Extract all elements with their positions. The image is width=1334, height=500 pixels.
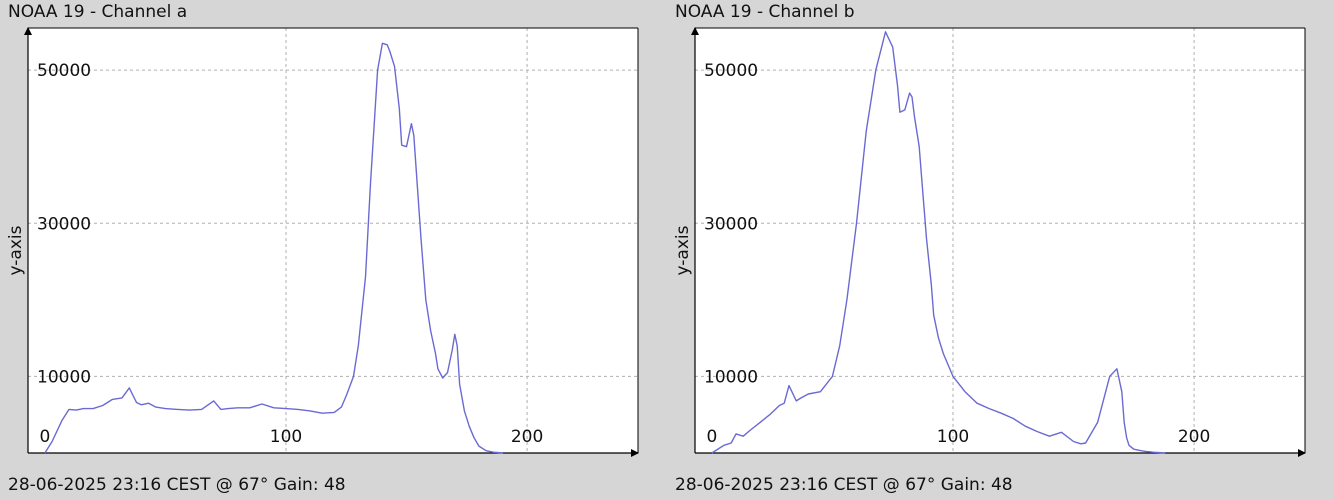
y-axis-arrow <box>691 27 699 35</box>
chart-title: NOAA 19 - Channel a <box>8 2 188 22</box>
plot-area <box>695 28 1305 453</box>
x-tick-label: 200 <box>511 427 543 447</box>
chart-panel-a: NOAA 19 - Channel a 0 100 200 10000 30000 500… <box>6 2 639 495</box>
y-tick-label: 30000 <box>37 214 91 234</box>
y-axis-title: y-axis <box>673 225 693 275</box>
series-line <box>44 42 504 454</box>
y-axis-arrow <box>24 27 32 35</box>
x-tick-label: 0 <box>706 427 717 447</box>
x-tick-label: 100 <box>937 427 969 447</box>
y-tick-label: 50000 <box>37 61 91 81</box>
chart-title: NOAA 19 - Channel b <box>675 2 855 22</box>
x-tick-label: 200 <box>1178 427 1210 447</box>
x-axis-arrow <box>1298 449 1306 457</box>
chart-panel-b: NOAA 19 - Channel b 0 100 200 10000 30000 500… <box>667 0 1334 500</box>
y-tick-label: 10000 <box>37 367 91 387</box>
line-chart-a: 0 100 200 10000 30000 50000 y-axis <box>6 27 639 457</box>
y-tick-label: 10000 <box>704 367 758 387</box>
capture-info-footer: 28-06-2025 23:16 CEST @ 67° Gain: 48 <box>8 475 346 495</box>
plot-area <box>28 28 638 453</box>
capture-info-footer: 28-06-2025 23:16 CEST @ 67° Gain: 48 <box>675 475 1013 495</box>
y-tick-label: 30000 <box>704 214 758 234</box>
x-axis-arrow <box>631 449 639 457</box>
y-tick-label: 50000 <box>704 61 758 81</box>
series-line <box>711 31 1166 454</box>
line-chart-b: 0 100 200 10000 30000 50000 y-axis <box>673 27 1306 457</box>
x-tick-label: 0 <box>39 427 50 447</box>
x-tick-label: 100 <box>270 427 302 447</box>
y-axis-title: y-axis <box>6 225 26 275</box>
